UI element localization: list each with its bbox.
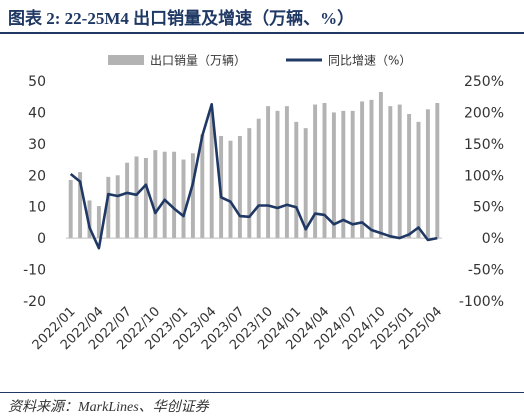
bar	[331, 112, 336, 239]
bar	[275, 110, 280, 239]
bar	[237, 136, 242, 239]
source-note: 资料来源：MarkLines、华创证券	[8, 400, 209, 415]
right-tick-label: -50%	[468, 263, 504, 279]
bar	[78, 172, 83, 239]
bar	[284, 106, 289, 239]
right-tick-label: -100%	[459, 294, 504, 310]
bar-series	[68, 92, 440, 239]
line-series	[69, 103, 438, 250]
right-tick-label: 50%	[473, 200, 504, 216]
bar	[397, 104, 402, 239]
x-axis: 2022/012022/042022/072022/102023/012023/…	[30, 304, 445, 353]
chart: 出口销量（万辆） 同比增速（%） -20 -10 0 10 20 30 40 50 -100%…	[23, 54, 504, 354]
chart-title: 图表 2: 22-25M4 出口销量及增速（万辆、%）	[8, 9, 355, 28]
bar	[294, 121, 299, 239]
bar	[407, 114, 412, 239]
left-tick-label: 40	[28, 105, 46, 121]
bar	[228, 140, 233, 239]
right-tick-label: 150%	[464, 137, 504, 153]
bar	[303, 128, 308, 239]
bar	[162, 151, 167, 239]
bar	[143, 158, 148, 239]
legend-bar-swatch	[108, 55, 144, 65]
bar	[313, 104, 318, 239]
left-tick-label: -20	[23, 294, 46, 310]
bar	[341, 110, 346, 239]
right-tick-label: 200%	[464, 105, 504, 121]
bar	[350, 110, 355, 239]
bar	[190, 153, 195, 239]
bar	[266, 106, 271, 239]
bar	[369, 99, 374, 239]
right-axis: -100% -50% 0% 50% 100% 150% 200% 250%	[459, 74, 504, 310]
left-tick-label: 30	[28, 137, 46, 153]
bar	[247, 128, 252, 239]
left-tick-label: 20	[28, 168, 46, 184]
bar	[322, 103, 327, 239]
bar	[425, 109, 430, 239]
bar	[200, 134, 205, 239]
left-tick-label: 10	[28, 200, 46, 216]
bar	[153, 150, 158, 239]
left-tick-label: -10	[23, 263, 46, 279]
bar	[106, 176, 111, 239]
bar	[256, 118, 261, 239]
left-tick-label: 0	[37, 231, 46, 247]
right-tick-label: 100%	[464, 168, 504, 184]
bar	[172, 151, 177, 239]
bar	[96, 206, 101, 239]
bar	[134, 156, 139, 239]
title-divider	[0, 32, 524, 34]
legend: 出口销量（万辆） 同比增速（%）	[108, 54, 411, 68]
bar	[125, 162, 130, 239]
right-tick-label: 0%	[482, 231, 504, 247]
bar	[416, 121, 421, 239]
bar	[115, 175, 120, 239]
bar	[388, 106, 393, 239]
left-axis: -20 -10 0 10 20 30 40 50	[23, 74, 46, 310]
left-tick-label: 50	[28, 74, 46, 90]
growth-line	[69, 103, 438, 250]
bar	[209, 112, 214, 239]
bar	[360, 101, 365, 239]
bar	[68, 180, 73, 239]
right-tick-label: 250%	[464, 74, 504, 90]
legend-line-label: 同比增速（%）	[328, 54, 411, 68]
source-divider	[0, 392, 524, 393]
bar	[378, 92, 383, 239]
bar	[87, 200, 92, 239]
legend-bar-label: 出口销量（万辆）	[150, 54, 246, 68]
bar	[181, 159, 186, 239]
bar	[435, 103, 440, 239]
